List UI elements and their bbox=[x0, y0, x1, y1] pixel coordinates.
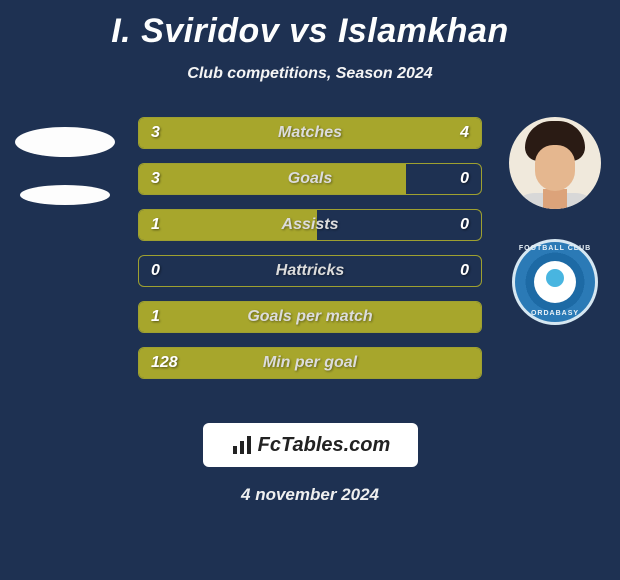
left-player-column bbox=[10, 117, 120, 205]
stat-value-left: 0 bbox=[151, 262, 160, 280]
comparison-panel: FOOTBALL CLUB ORDABASY 3 4 Matches 3 0 Goals 1… bbox=[0, 117, 620, 417]
right-club-badge: FOOTBALL CLUB ORDABASY bbox=[512, 239, 598, 325]
player-face-icon bbox=[509, 117, 601, 209]
stat-row: 0 0 Hattricks bbox=[138, 255, 482, 287]
stat-value-left: 1 bbox=[151, 308, 160, 326]
stat-value-left: 128 bbox=[151, 354, 178, 372]
stat-bars: 3 4 Matches 3 0 Goals 1 0 Assists 0 0 Hattricks 1 Goa… bbox=[138, 117, 482, 393]
left-club-placeholder bbox=[20, 185, 110, 205]
stat-label: Goals bbox=[288, 170, 332, 188]
stat-label: Matches bbox=[278, 124, 342, 142]
badge-text-top: FOOTBALL CLUB bbox=[512, 245, 598, 252]
footer-date: 4 november 2024 bbox=[0, 485, 620, 505]
stat-label: Min per goal bbox=[263, 354, 357, 372]
stat-row: 3 4 Matches bbox=[138, 117, 482, 149]
stat-row: 1 Goals per match bbox=[138, 301, 482, 333]
chart-icon bbox=[230, 433, 254, 457]
brand-badge[interactable]: FcTables.com bbox=[203, 423, 418, 467]
right-player-column: FOOTBALL CLUB ORDABASY bbox=[500, 117, 610, 325]
stat-label: Hattricks bbox=[276, 262, 344, 280]
bar-left-fill bbox=[139, 164, 406, 194]
stat-value-right: 0 bbox=[460, 262, 469, 280]
left-avatar-placeholder bbox=[15, 127, 115, 157]
page-subtitle: Club competitions, Season 2024 bbox=[0, 65, 620, 83]
page-title: I. Sviridov vs Islamkhan bbox=[0, 0, 620, 51]
brand-text: FcTables.com bbox=[258, 434, 391, 457]
stat-row: 1 0 Assists bbox=[138, 209, 482, 241]
stat-value-left: 3 bbox=[151, 170, 160, 188]
stat-row: 128 Min per goal bbox=[138, 347, 482, 379]
stat-value-left: 3 bbox=[151, 124, 160, 142]
stat-label: Goals per match bbox=[247, 308, 372, 326]
stat-label: Assists bbox=[282, 216, 339, 234]
right-avatar bbox=[509, 117, 601, 209]
stat-row: 3 0 Goals bbox=[138, 163, 482, 195]
stat-value-right: 0 bbox=[460, 216, 469, 234]
stat-value-right: 0 bbox=[460, 170, 469, 188]
stat-value-left: 1 bbox=[151, 216, 160, 234]
badge-text-bottom: ORDABASY bbox=[512, 310, 598, 317]
stat-value-right: 4 bbox=[460, 124, 469, 142]
